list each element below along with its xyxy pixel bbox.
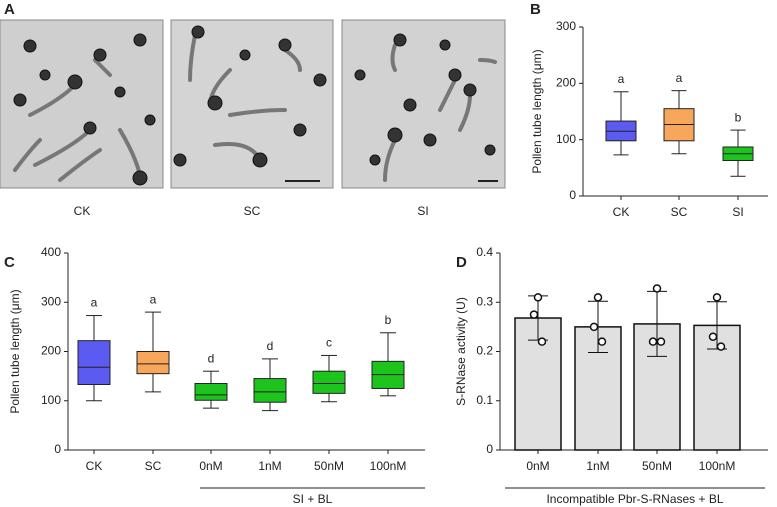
image-label: SC <box>244 204 261 218</box>
y-tick-label: 0.2 <box>476 344 493 358</box>
x-tick-label: SC <box>671 205 688 219</box>
data-point <box>652 284 662 293</box>
y-axis-label: Pollen tube length (μm) <box>530 49 544 173</box>
x-tick-label: 100nM <box>699 459 736 473</box>
panel-label: C <box>4 254 15 271</box>
x-tick-label: 50nM <box>642 459 672 473</box>
y-tick-label: 300 <box>556 19 576 33</box>
data-point <box>533 293 543 302</box>
significance-letter: b <box>385 313 392 327</box>
x-tick-label: CK <box>613 205 630 219</box>
data-point <box>712 293 722 302</box>
x-tick-label: 1nM <box>258 459 281 473</box>
data-point <box>708 332 718 341</box>
y-tick-label: 0 <box>54 442 61 456</box>
y-tick-label: 0.1 <box>476 393 493 407</box>
group-label: SI + BL <box>293 492 333 506</box>
panel-label: D <box>456 254 467 271</box>
x-tick-label: 0nM <box>199 459 222 473</box>
panel-label: A <box>4 1 15 18</box>
micrographs: A CK SC SI <box>0 1 506 218</box>
panel-label: B <box>530 1 541 18</box>
significance-letter: c <box>326 336 332 350</box>
y-tick-label: 0.4 <box>476 245 493 259</box>
data-point <box>648 337 658 346</box>
y-tick-label: 300 <box>41 294 61 308</box>
x-tick-label: 0nM <box>526 459 549 473</box>
data-point <box>589 322 599 332</box>
x-tick-label: 50nM <box>314 459 344 473</box>
box <box>312 370 346 394</box>
y-axis-label: S-RNase activity (U) <box>454 297 468 406</box>
data-point <box>593 293 603 302</box>
image-si <box>341 19 506 189</box>
bar <box>574 326 622 451</box>
x-tick-label: SC <box>145 459 162 473</box>
y-tick-label: 200 <box>556 76 576 90</box>
data-point <box>597 337 607 346</box>
y-tick-label: 0 <box>486 442 493 456</box>
data-point <box>656 337 666 346</box>
pollen-grains <box>13 25 496 186</box>
y-tick-label: 0.3 <box>476 294 493 308</box>
box <box>194 383 228 401</box>
box <box>136 351 170 375</box>
significance-letter: a <box>91 296 98 310</box>
significance-letter: a <box>618 72 625 86</box>
x-tick-label: CK <box>86 459 103 473</box>
image-label: CK <box>74 204 91 218</box>
image-label: SI <box>417 204 428 218</box>
y-tick-label: 400 <box>41 245 61 259</box>
y-axis-label: Pollen tube length (μm) <box>8 289 22 413</box>
x-tick-label: SI <box>732 205 743 219</box>
x-tick-label: 1nM <box>586 459 609 473</box>
y-tick-label: 100 <box>556 132 576 146</box>
image-sc <box>170 19 334 189</box>
significance-letter: b <box>735 110 742 124</box>
significance-letter: d <box>208 351 215 365</box>
y-tick-label: 100 <box>41 393 61 407</box>
y-tick-label: 200 <box>41 344 61 358</box>
significance-letter: a <box>676 71 683 85</box>
group-label: Incompatible Pbr-S-RNases + BL <box>546 492 723 506</box>
y-tick-label: 0 <box>569 188 576 202</box>
box <box>253 378 287 403</box>
box <box>77 340 111 385</box>
significance-letter: a <box>150 292 157 306</box>
data-point <box>529 310 539 319</box>
x-tick-label: 100nM <box>370 459 407 473</box>
data-point <box>716 342 726 351</box>
significance-letter: d <box>267 339 274 353</box>
data-point <box>537 337 547 346</box>
